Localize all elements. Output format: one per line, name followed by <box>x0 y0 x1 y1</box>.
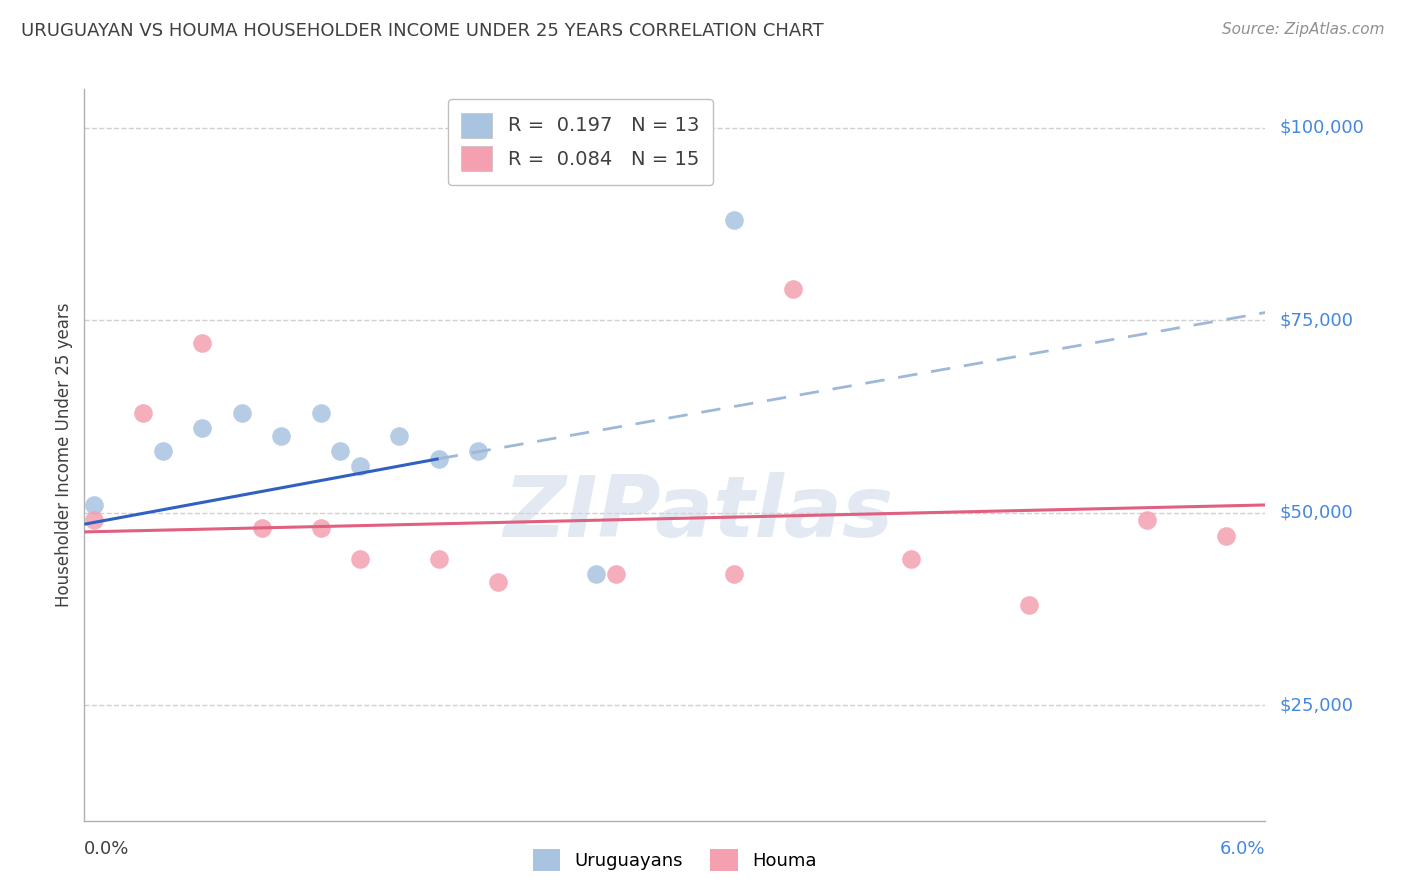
Point <box>152 444 174 458</box>
Text: $25,000: $25,000 <box>1279 696 1354 714</box>
Text: 0.0%: 0.0% <box>84 840 129 858</box>
Point <box>83 513 105 527</box>
Point <box>1018 598 1040 612</box>
Point <box>723 567 745 582</box>
Point <box>329 444 352 458</box>
Text: Source: ZipAtlas.com: Source: ZipAtlas.com <box>1222 22 1385 37</box>
Point <box>782 282 804 296</box>
Point <box>349 552 371 566</box>
Text: $75,000: $75,000 <box>1279 311 1354 329</box>
Point <box>723 213 745 227</box>
Y-axis label: Householder Income Under 25 years: Householder Income Under 25 years <box>55 302 73 607</box>
Point <box>427 451 450 466</box>
Point <box>270 428 292 442</box>
Point <box>349 459 371 474</box>
Text: $50,000: $50,000 <box>1279 504 1353 522</box>
Point <box>467 444 489 458</box>
Point <box>132 406 155 420</box>
Legend: Uruguayans, Houma: Uruguayans, Houma <box>526 842 824 879</box>
Point <box>900 552 922 566</box>
Point <box>191 336 214 351</box>
Point <box>585 567 607 582</box>
Point <box>1136 513 1159 527</box>
Point <box>605 567 627 582</box>
Legend: R =  0.197   N = 13, R =  0.084   N = 15: R = 0.197 N = 13, R = 0.084 N = 15 <box>447 99 713 185</box>
Point <box>83 498 105 512</box>
Point <box>388 428 411 442</box>
Point <box>309 521 332 535</box>
Point <box>309 406 332 420</box>
Text: 6.0%: 6.0% <box>1220 840 1265 858</box>
Text: URUGUAYAN VS HOUMA HOUSEHOLDER INCOME UNDER 25 YEARS CORRELATION CHART: URUGUAYAN VS HOUMA HOUSEHOLDER INCOME UN… <box>21 22 824 40</box>
Text: $100,000: $100,000 <box>1279 119 1364 136</box>
Point <box>250 521 273 535</box>
Point <box>191 421 214 435</box>
Point <box>1215 529 1237 543</box>
Text: ZIPatlas: ZIPatlas <box>503 472 894 555</box>
Point <box>427 552 450 566</box>
Point <box>231 406 253 420</box>
Point <box>486 574 509 589</box>
